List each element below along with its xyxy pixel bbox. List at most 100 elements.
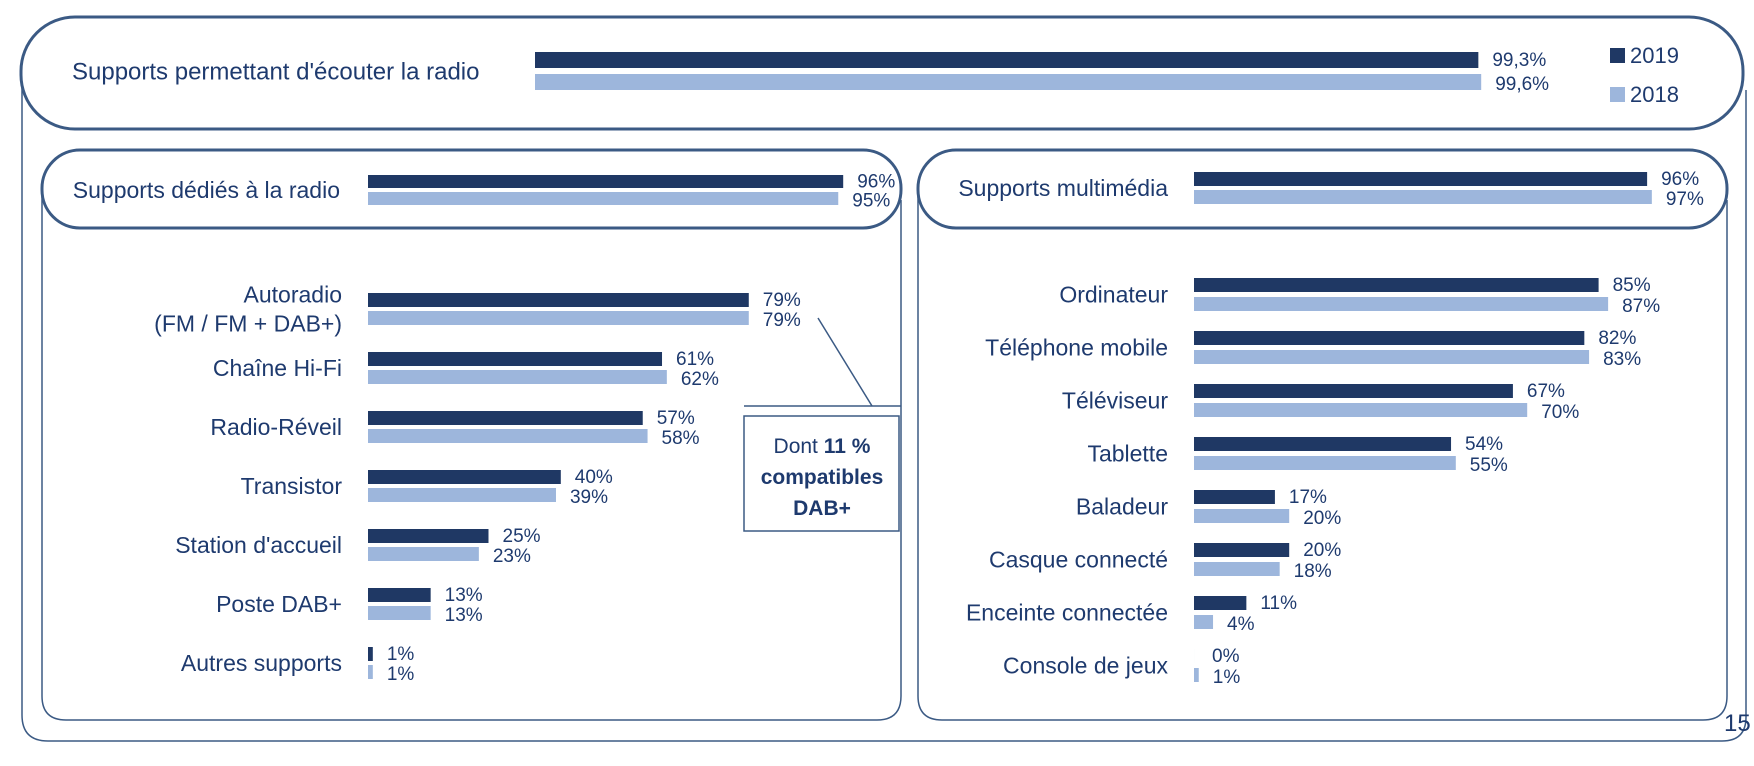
multimedia-device-bar-2018 bbox=[1194, 615, 1214, 629]
radio-total-bar-2019 bbox=[368, 175, 844, 188]
multimedia-device-bar-2018 bbox=[1194, 403, 1528, 417]
summary-bar-2019 bbox=[535, 52, 1479, 68]
left-header-box bbox=[40, 148, 903, 230]
multimedia-device-value-2019: 0% bbox=[1212, 646, 1240, 667]
legend-swatch-2018 bbox=[1610, 87, 1625, 102]
radio-device-value-2018: 62% bbox=[681, 369, 719, 390]
radio-total-category-label: Supports dédiés à la radio bbox=[73, 177, 340, 203]
annotation-text: Dont bbox=[774, 435, 824, 458]
legend-label-2018: 2018 bbox=[1630, 82, 1679, 107]
annotation-highlight: 11 % bbox=[824, 435, 871, 458]
radio-device-category-label: Radio-Réveil bbox=[210, 414, 342, 440]
radio-device-value-2019: 79% bbox=[763, 290, 801, 311]
summary-bar-2018 bbox=[535, 74, 1482, 90]
radio-device-value-2018: 1% bbox=[387, 664, 415, 685]
radio-device-category-label: Transistor bbox=[241, 473, 343, 499]
radio-device-category-label: Autoradio bbox=[244, 282, 342, 308]
radio-device-value-2019: 13% bbox=[445, 585, 483, 606]
radio-device-bar-2019 bbox=[368, 293, 749, 307]
legend-label-2019: 2019 bbox=[1630, 43, 1679, 68]
multimedia-device-category-label: Ordinateur bbox=[1059, 282, 1168, 308]
radio-device-category-label: Station d'accueil bbox=[175, 532, 342, 558]
multimedia-device-value-2019: 67% bbox=[1527, 381, 1565, 402]
multimedia-device-bar-2019 bbox=[1194, 490, 1275, 504]
right-panel-frame bbox=[917, 195, 1728, 721]
summary-category-label: Supports permettant d'écouter la radio bbox=[72, 58, 479, 85]
radio-device-value-2019: 57% bbox=[657, 408, 695, 429]
radio-device-bar-2018 bbox=[368, 311, 749, 325]
multimedia-device-category-label: Téléphone mobile bbox=[985, 335, 1168, 361]
radio-device-bar-2019 bbox=[368, 411, 643, 425]
radio-device-value-2019: 1% bbox=[387, 644, 415, 665]
radio-device-bar-2019 bbox=[368, 588, 431, 602]
radio-device-bar-2018 bbox=[368, 370, 667, 384]
radio-device-bar-2018 bbox=[368, 547, 479, 561]
annotation-line-3: DAB+ bbox=[793, 497, 851, 520]
multimedia-total-category-label: Supports multimédia bbox=[958, 175, 1168, 201]
multimedia-device-value-2019: 11% bbox=[1260, 593, 1297, 614]
radio-device-bar-2018 bbox=[368, 488, 556, 502]
multimedia-device-category-label: Baladeur bbox=[1076, 494, 1168, 520]
right-header-box bbox=[916, 148, 1729, 230]
summary-value-2019: 99,3% bbox=[1492, 50, 1546, 71]
radio-total-value-2018: 95% bbox=[852, 191, 890, 212]
multimedia-device-value-2018: 18% bbox=[1294, 561, 1332, 582]
multimedia-device-bar-2018 bbox=[1194, 562, 1280, 576]
annotation-box bbox=[743, 415, 900, 532]
left-panel-frame bbox=[41, 195, 902, 721]
radio-device-value-2018: 23% bbox=[493, 546, 531, 567]
multimedia-device-category-label: Console de jeux bbox=[1003, 653, 1168, 679]
radio-total-value-2019: 96% bbox=[857, 172, 895, 193]
multimedia-device-value-2019: 82% bbox=[1598, 328, 1636, 349]
summary-value-2018: 99,6% bbox=[1495, 74, 1549, 95]
outer-frame bbox=[21, 80, 1747, 742]
multimedia-device-value-2018: 4% bbox=[1227, 614, 1255, 635]
radio-device-value-2018: 58% bbox=[662, 428, 700, 449]
radio-device-category-label: Autres supports bbox=[181, 650, 342, 676]
multimedia-device-bar-2019 bbox=[1194, 596, 1247, 610]
radio-device-bar-2019 bbox=[368, 647, 373, 661]
multimedia-device-value-2018: 83% bbox=[1603, 349, 1641, 370]
radio-device-value-2019: 40% bbox=[575, 467, 613, 488]
radio-device-value-2018: 79% bbox=[763, 310, 801, 331]
radio-device-category-label: (FM / FM + DAB+) bbox=[154, 311, 342, 337]
multimedia-device-bar-2019 bbox=[1194, 437, 1452, 451]
annotation-line-1: Dont 11 % bbox=[774, 435, 871, 458]
radio-device-bar-2019 bbox=[368, 470, 561, 484]
page-number: 15 bbox=[1724, 710, 1751, 737]
multimedia-device-value-2018: 20% bbox=[1303, 508, 1341, 529]
radio-device-category-label: Chaîne Hi-Fi bbox=[213, 355, 342, 381]
radio-device-bar-2018 bbox=[368, 665, 373, 679]
annotation-leader bbox=[817, 317, 873, 407]
multimedia-device-bar-2018 bbox=[1194, 350, 1590, 364]
annotation-line-2: compatibles bbox=[761, 466, 884, 489]
multimedia-device-value-2019: 17% bbox=[1289, 487, 1327, 508]
multimedia-device-bar-2018 bbox=[1194, 297, 1609, 311]
radio-device-value-2018: 39% bbox=[570, 487, 608, 508]
top-summary-box bbox=[19, 15, 1745, 131]
radio-device-category-label: Poste DAB+ bbox=[216, 591, 342, 617]
multimedia-device-value-2018: 70% bbox=[1541, 402, 1579, 423]
multimedia-total-bar-2018 bbox=[1194, 190, 1652, 204]
radio-device-bar-2019 bbox=[368, 352, 663, 366]
multimedia-device-bar-2018 bbox=[1194, 456, 1456, 470]
multimedia-device-bar-2019 bbox=[1194, 384, 1513, 398]
multimedia-total-value-2019: 96% bbox=[1661, 169, 1699, 190]
multimedia-device-category-label: Tablette bbox=[1087, 441, 1168, 467]
radio-device-value-2019: 61% bbox=[676, 349, 714, 370]
radio-device-bar-2019 bbox=[368, 529, 489, 543]
radio-device-value-2018: 13% bbox=[445, 605, 483, 626]
multimedia-device-category-label: Enceinte connectée bbox=[966, 600, 1168, 626]
multimedia-device-value-2019: 85% bbox=[1613, 275, 1651, 296]
multimedia-device-bar-2018 bbox=[1194, 509, 1290, 523]
multimedia-device-value-2018: 87% bbox=[1622, 296, 1660, 317]
multimedia-device-bar-2019 bbox=[1194, 543, 1290, 557]
multimedia-total-value-2018: 97% bbox=[1666, 189, 1704, 210]
multimedia-device-category-label: Téléviseur bbox=[1062, 388, 1168, 414]
radio-device-bar-2018 bbox=[368, 606, 431, 620]
multimedia-device-value-2019: 20% bbox=[1303, 540, 1341, 561]
radio-device-bar-2018 bbox=[368, 429, 648, 443]
radio-device-value-2019: 25% bbox=[503, 526, 541, 547]
multimedia-device-bar-2019 bbox=[1194, 278, 1599, 292]
